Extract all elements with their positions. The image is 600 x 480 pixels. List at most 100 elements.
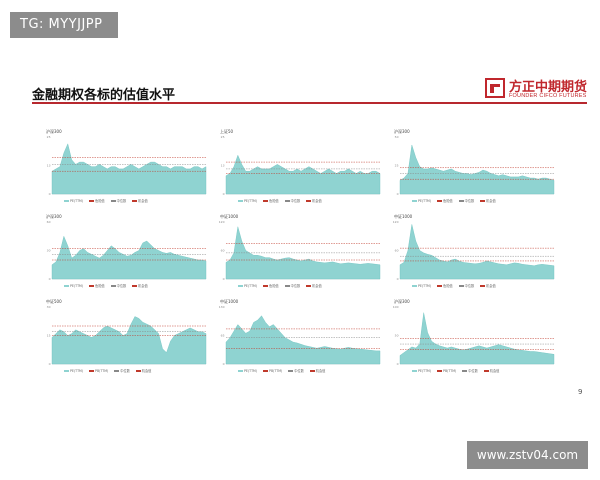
legend-label: 机会值 [141, 369, 152, 373]
legend-item: 机会值 [480, 284, 496, 288]
chart-title: 沪深300 [46, 214, 62, 219]
y-tick-label-2: 130 [219, 305, 225, 309]
y-tick-label-2: 120 [393, 220, 399, 224]
y-tick-label-2: 100 [393, 305, 399, 309]
legend-item: 中位数 [114, 369, 130, 373]
legend-label: PE(TTM) [70, 284, 84, 288]
legend-label: PB(TTM) [443, 369, 457, 373]
pe-area-series [51, 235, 207, 280]
legend-swatch [238, 200, 243, 202]
legend-label: PB(TTM) [95, 369, 109, 373]
legend-item: PE(TTM) [64, 199, 83, 203]
legend-label: 中位数 [120, 369, 130, 373]
legend-swatch [309, 370, 315, 372]
legend-label: 机会值 [312, 284, 322, 288]
legend-swatch [483, 370, 489, 372]
legend-swatch [480, 285, 486, 287]
legend-item: 危险值 [263, 199, 279, 203]
legend-label: 机会值 [312, 199, 322, 203]
legend-swatch [306, 285, 312, 287]
chart-legend: PE(TTM) 危险值 中位数 机会值 [238, 198, 328, 203]
legend-label: PE(TTM) [418, 284, 432, 288]
y-tick-label-2: 50 [395, 135, 399, 139]
legend-swatch [284, 285, 290, 287]
legend-item: 中位数 [288, 369, 304, 373]
legend-label: 机会值 [138, 199, 148, 203]
legend-item: 机会值 [132, 284, 148, 288]
legend-item: PE(TTM) [238, 284, 257, 288]
logo-english-name: FOUNDER CIFCO FUTURES [509, 93, 587, 99]
legend-label: 中位数 [464, 199, 475, 203]
chart-title: 沪深300 [46, 129, 62, 134]
valuation-chart-9: 0 50 100 沪深300 PE(TTM) PB(TTM) 中位数 机会值 [390, 298, 558, 378]
legend-swatch [238, 285, 243, 287]
chart-title: 沪深300 [394, 299, 410, 304]
legend-swatch [135, 370, 141, 372]
chart-canvas: 0 60 120 [219, 220, 381, 281]
y-tick-label-1: 60 [395, 249, 399, 253]
legend-item: 机会值 [132, 199, 148, 203]
pe-area-series [399, 224, 555, 280]
legend-item: PE(TTM) [238, 199, 257, 203]
legend-item: PE(TTM) [412, 199, 431, 203]
y-tick-label-0: 0 [49, 192, 51, 196]
y-tick-label-0: 0 [49, 277, 51, 281]
pe-area-series [399, 144, 555, 195]
legend-label: 中位数 [290, 199, 301, 203]
legend-label: 中位数 [116, 284, 127, 288]
legend-swatch [437, 370, 443, 372]
chart-canvas: 0 50 100 [393, 305, 555, 366]
y-tick-label-0: 0 [223, 362, 225, 366]
y-tick-label-0: 0 [397, 277, 399, 281]
legend-label: 危险值 [95, 199, 105, 203]
y-tick-label-0: 0 [49, 362, 51, 366]
legend-swatch [89, 370, 95, 372]
watermark-url: www.zstv04.com [467, 441, 588, 469]
legend-label: 中位数 [294, 369, 304, 373]
legend-label: PE(TTM) [244, 199, 258, 203]
valuation-chart-5: 0 60 120 中证1000 PE(TTM) 危险值 中位数 机会值 [216, 213, 384, 293]
y-tick-label-2: 120 [219, 220, 225, 224]
legend-item: 机会值 [306, 199, 322, 203]
legend-swatch [412, 285, 417, 287]
legend-item: PE(TTM) [412, 369, 431, 373]
legend-swatch [89, 285, 95, 287]
legend-item: 危险值 [89, 199, 105, 203]
legend-item: 机会值 [480, 199, 496, 203]
legend-item: 机会值 [483, 369, 499, 373]
logo-mark-icon [485, 78, 505, 98]
legend-label: 中位数 [290, 284, 301, 288]
legend-swatch [412, 370, 417, 372]
legend-item: PB(TTM) [263, 369, 282, 373]
legend-swatch [458, 200, 464, 202]
legend-item: 中位数 [284, 284, 301, 288]
legend-label: PE(TTM) [244, 284, 258, 288]
legend-item: 中位数 [458, 199, 475, 203]
y-tick-label-1: 25 [395, 164, 399, 168]
legend-item: 机会值 [306, 284, 322, 288]
legend-swatch [480, 200, 486, 202]
company-logo: 方正中期期货 FOUNDER CIFCO FUTURES [485, 78, 590, 102]
legend-item: 机会值 [135, 369, 152, 373]
y-tick-label-2: 30 [47, 305, 51, 309]
legend-item: 危险值 [89, 284, 105, 288]
y-tick-label-1: 13 [221, 164, 225, 168]
valuation-chart-2: 0 13 25 上证50 PE(TTM) 危险值 中位数 机会值 [216, 128, 384, 208]
legend-label: 危险值 [95, 284, 105, 288]
pe-area-series [399, 312, 555, 365]
pe-area-series [51, 316, 207, 365]
telegram-badge: TG: MYYJJPP [10, 12, 118, 38]
legend-swatch [238, 370, 243, 372]
chart-title: 中证500 [46, 299, 62, 304]
legend-swatch [263, 200, 269, 202]
chart-legend: PE(TTM) PB(TTM) 中位数 机会值 [412, 368, 505, 373]
legend-label: PB(TTM) [269, 369, 283, 373]
chart-title: 上证50 [220, 129, 234, 134]
legend-item: PB(TTM) [437, 369, 456, 373]
chart-canvas: 0 13 25 [47, 135, 207, 196]
legend-item: PE(TTM) [238, 369, 257, 373]
y-tick-label-2: 25 [221, 135, 225, 139]
chart-canvas: 0 65 130 [219, 305, 381, 366]
legend-label: PE(TTM) [70, 199, 84, 203]
y-tick-label-0: 0 [223, 192, 225, 196]
